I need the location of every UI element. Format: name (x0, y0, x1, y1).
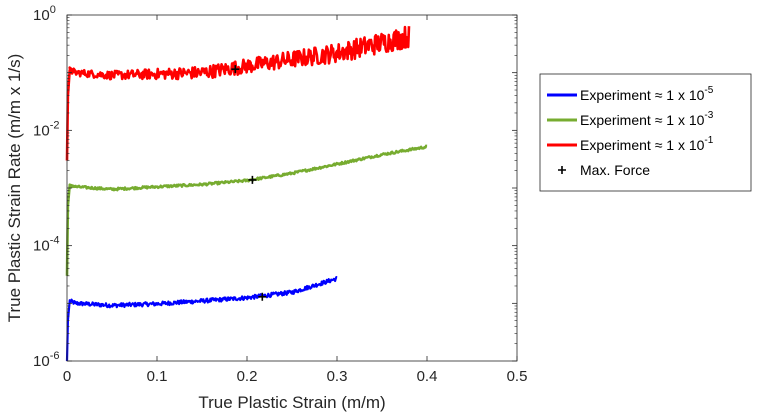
y-tick-label: 10-4 (33, 235, 59, 255)
y-axis-label: True Plastic Strain Rate (m/m x 1/s) (5, 54, 24, 323)
y-tick-label: 10-6 (33, 350, 59, 370)
max-force-marker-1 (231, 65, 240, 74)
y-tick-label: 100 (33, 4, 56, 24)
marker-layer (231, 65, 267, 301)
series-line-1 (65, 276, 338, 362)
x-tick-label: 0.5 (507, 368, 528, 385)
series-line-2 (65, 144, 428, 276)
legend-label-4: Max. Force (580, 162, 650, 178)
series-line-3 (65, 25, 411, 161)
legend-label-1: Experiment ≈ 1 x 10-5 (580, 85, 714, 103)
x-tick-label: 0.4 (417, 368, 438, 385)
y-tick-label: 10-2 (33, 119, 59, 139)
x-tick-label: 0 (63, 368, 71, 385)
max-force-marker-3 (258, 292, 267, 301)
legend-label-2: Experiment ≈ 1 x 10-3 (580, 110, 714, 128)
x-axis-label: True Plastic Strain (m/m) (198, 393, 385, 412)
axis-layer: 0 0.1 0.2 0.3 0.4 0.5 10-6 10-4 10-2 100 (33, 4, 527, 385)
x-tick-label: 0.1 (147, 368, 168, 385)
legend-label-3: Experiment ≈ 1 x 10-1 (580, 135, 714, 153)
x-tick-label: 0.2 (237, 368, 258, 385)
legend-marker-swatch (558, 166, 566, 174)
max-force-marker-2 (248, 175, 257, 184)
x-tick-label: 0.3 (327, 368, 348, 385)
legend: Experiment ≈ 1 x 10-5 Experiment ≈ 1 x 10… (539, 73, 752, 192)
series-layer (65, 25, 428, 362)
